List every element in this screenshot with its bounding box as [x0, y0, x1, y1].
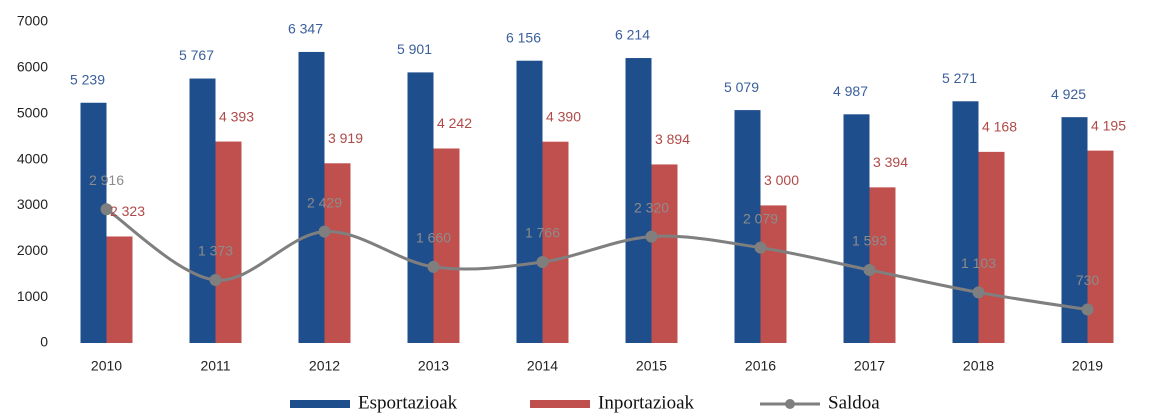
bar [298, 51, 325, 344]
data-label: 2 429 [307, 194, 342, 210]
bar [80, 102, 107, 343]
y-tick-label: 6000 [17, 59, 48, 75]
x-tick-label: 2013 [418, 358, 449, 374]
line-marker [754, 241, 767, 254]
legend-swatch [785, 399, 795, 409]
bar [516, 60, 543, 343]
data-label: 2 323 [110, 203, 145, 219]
bar [215, 141, 242, 343]
y-tick-label: 1000 [17, 288, 48, 304]
data-label: 4 925 [1051, 86, 1086, 102]
x-tick-label: 2014 [527, 358, 558, 374]
bar [542, 141, 569, 343]
bar [952, 101, 979, 343]
line-marker [427, 260, 440, 273]
bar [843, 114, 870, 343]
data-label: 5 271 [942, 70, 977, 86]
data-label: 1 593 [852, 233, 887, 249]
line-marker [536, 256, 549, 269]
data-label: 4 393 [219, 108, 254, 124]
data-label: 4 987 [833, 83, 868, 99]
x-tick-label: 2012 [309, 358, 340, 374]
x-tick-label: 2017 [854, 358, 885, 374]
data-label: 730 [1076, 272, 1100, 288]
data-label: 5 079 [724, 79, 759, 95]
bar [651, 164, 678, 343]
data-label: 2 320 [634, 199, 669, 215]
x-tick-label: 2019 [1072, 358, 1103, 374]
legend-label: Esportazioak [358, 392, 458, 413]
bar [978, 151, 1005, 343]
bar [625, 58, 652, 344]
data-label: 6 156 [506, 29, 541, 45]
line-marker [972, 286, 985, 299]
bar [106, 236, 133, 343]
y-tick-label: 7000 [17, 13, 48, 29]
bar [407, 72, 434, 343]
data-label: 3 919 [328, 130, 363, 146]
y-tick-label: 3000 [17, 196, 48, 212]
data-label: 4 242 [437, 115, 472, 131]
bar [869, 187, 896, 343]
data-label: 3 000 [764, 172, 799, 188]
y-tick-label: 2000 [17, 242, 48, 258]
line-marker [209, 274, 222, 287]
y-tick-label: 5000 [17, 104, 48, 120]
data-label: 4 195 [1091, 117, 1126, 133]
bar [433, 148, 460, 343]
data-label: 1 373 [198, 243, 233, 259]
data-label: 6 214 [615, 27, 650, 43]
legend-label: Saldoa [828, 392, 880, 413]
line-marker [863, 263, 876, 276]
data-label: 2 916 [89, 172, 124, 188]
x-tick-label: 2015 [636, 358, 667, 374]
data-label: 4 168 [982, 119, 1017, 135]
legend-swatch [290, 400, 350, 408]
x-tick-label: 2016 [745, 358, 776, 374]
data-label: 3 894 [655, 131, 690, 147]
legend-label: Inportazioak [598, 392, 695, 413]
bar [324, 163, 351, 343]
bar [734, 110, 761, 343]
legend-swatch [530, 400, 590, 408]
data-label: 5 767 [179, 47, 214, 63]
data-label: 4 390 [546, 108, 581, 124]
line-marker [645, 230, 658, 243]
data-label: 6 347 [288, 21, 323, 37]
line [105, 208, 1088, 312]
data-label: 5 901 [397, 41, 432, 57]
bar [1087, 150, 1114, 343]
line-marker [100, 203, 113, 216]
data-label: 1 103 [961, 255, 996, 271]
data-label: 1 766 [525, 225, 560, 241]
x-tick-label: 2010 [91, 358, 122, 374]
x-tick-label: 2011 [200, 358, 230, 374]
line-marker [318, 225, 331, 238]
line-marker [1081, 303, 1094, 316]
y-tick-label: 4000 [17, 150, 48, 166]
y-tick-label: 0 [40, 334, 48, 350]
bar [189, 78, 216, 343]
data-label: 3 394 [873, 154, 908, 170]
data-label: 5 239 [70, 71, 105, 87]
data-label: 2 079 [743, 210, 778, 226]
bar [760, 205, 787, 343]
data-label: 1 660 [416, 230, 451, 246]
x-tick-label: 2018 [963, 358, 994, 374]
